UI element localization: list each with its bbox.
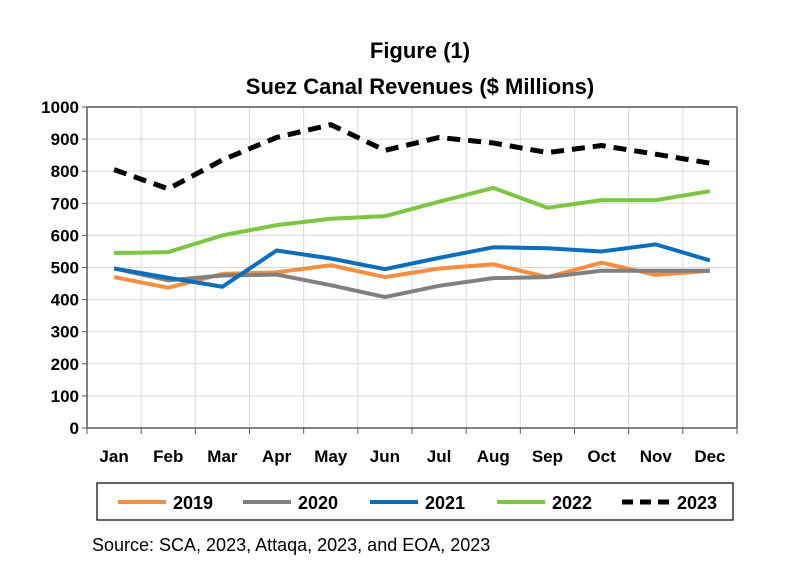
x-tick-label: Oct [587, 447, 616, 466]
x-tick-label: Aug [477, 447, 510, 466]
x-tick-label: May [314, 447, 348, 466]
x-tick-label: Sep [532, 447, 563, 466]
x-tick-label: Jun [370, 447, 400, 466]
chart-title: Figure (1) [370, 38, 470, 63]
source-note: Source: SCA, 2023, Attaqa, 2023, and EOA… [92, 535, 490, 555]
y-tick-label: 1000 [41, 98, 79, 117]
y-tick-label: 700 [51, 194, 79, 213]
y-tick-label: 100 [51, 387, 79, 406]
legend-label-2019: 2019 [173, 493, 213, 513]
x-tick-label: Mar [207, 447, 238, 466]
series-line-2022 [114, 185, 711, 256]
x-tick-label: Dec [694, 447, 725, 466]
y-tick-label: 300 [51, 323, 79, 342]
legend-label-2021: 2021 [425, 493, 465, 513]
y-tick-label: 400 [51, 291, 79, 310]
series-line-2023 [113, 122, 711, 192]
y-tick-label: 200 [51, 355, 79, 374]
legend-label-2023: 2023 [677, 493, 717, 513]
x-tick-label: Nov [640, 447, 673, 466]
y-tick-label: 600 [51, 226, 79, 245]
x-tick-label: Jan [99, 447, 128, 466]
chart-subtitle: Suez Canal Revenues ($ Millions) [246, 74, 594, 99]
legend-label-2022: 2022 [552, 493, 592, 513]
y-tick-label: 800 [51, 162, 79, 181]
x-tick-label: Jul [427, 447, 452, 466]
series-line-2021 [113, 242, 711, 289]
x-tick-label: Feb [153, 447, 183, 466]
legend-label-2020: 2020 [298, 493, 338, 513]
x-tick-label: Apr [262, 447, 292, 466]
y-tick-label: 0 [70, 419, 79, 438]
y-tick-label: 900 [51, 130, 79, 149]
y-tick-label: 500 [51, 259, 79, 278]
series-line-2020 [113, 266, 710, 300]
